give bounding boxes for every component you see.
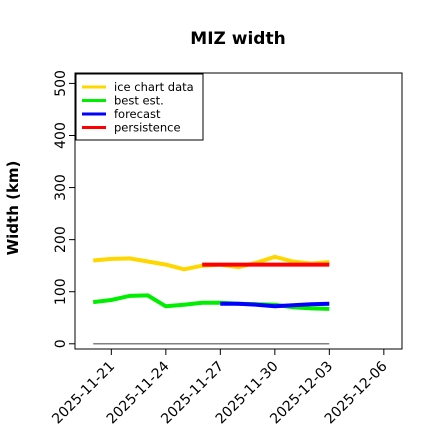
legend-label: forecast: [114, 107, 161, 121]
legend-label: best est.: [114, 94, 164, 108]
y-tick-label: 100: [53, 278, 69, 305]
legend-label: persistence: [114, 121, 181, 135]
series-forecast: [220, 301, 330, 309]
y-tick-label: 500: [53, 70, 69, 97]
plot-frame: [74, 72, 403, 350]
y-tick-label: 200: [53, 226, 69, 253]
series-layer: [92, 254, 330, 345]
y-axis-label: Width (km): [4, 161, 22, 256]
y-tick-label: 400: [53, 122, 69, 149]
y-tick-label: 0: [53, 339, 69, 348]
legend-label: ice chart data: [114, 80, 194, 94]
chart-title: MIZ width: [190, 29, 285, 49]
y-tick-label: 300: [53, 174, 69, 201]
